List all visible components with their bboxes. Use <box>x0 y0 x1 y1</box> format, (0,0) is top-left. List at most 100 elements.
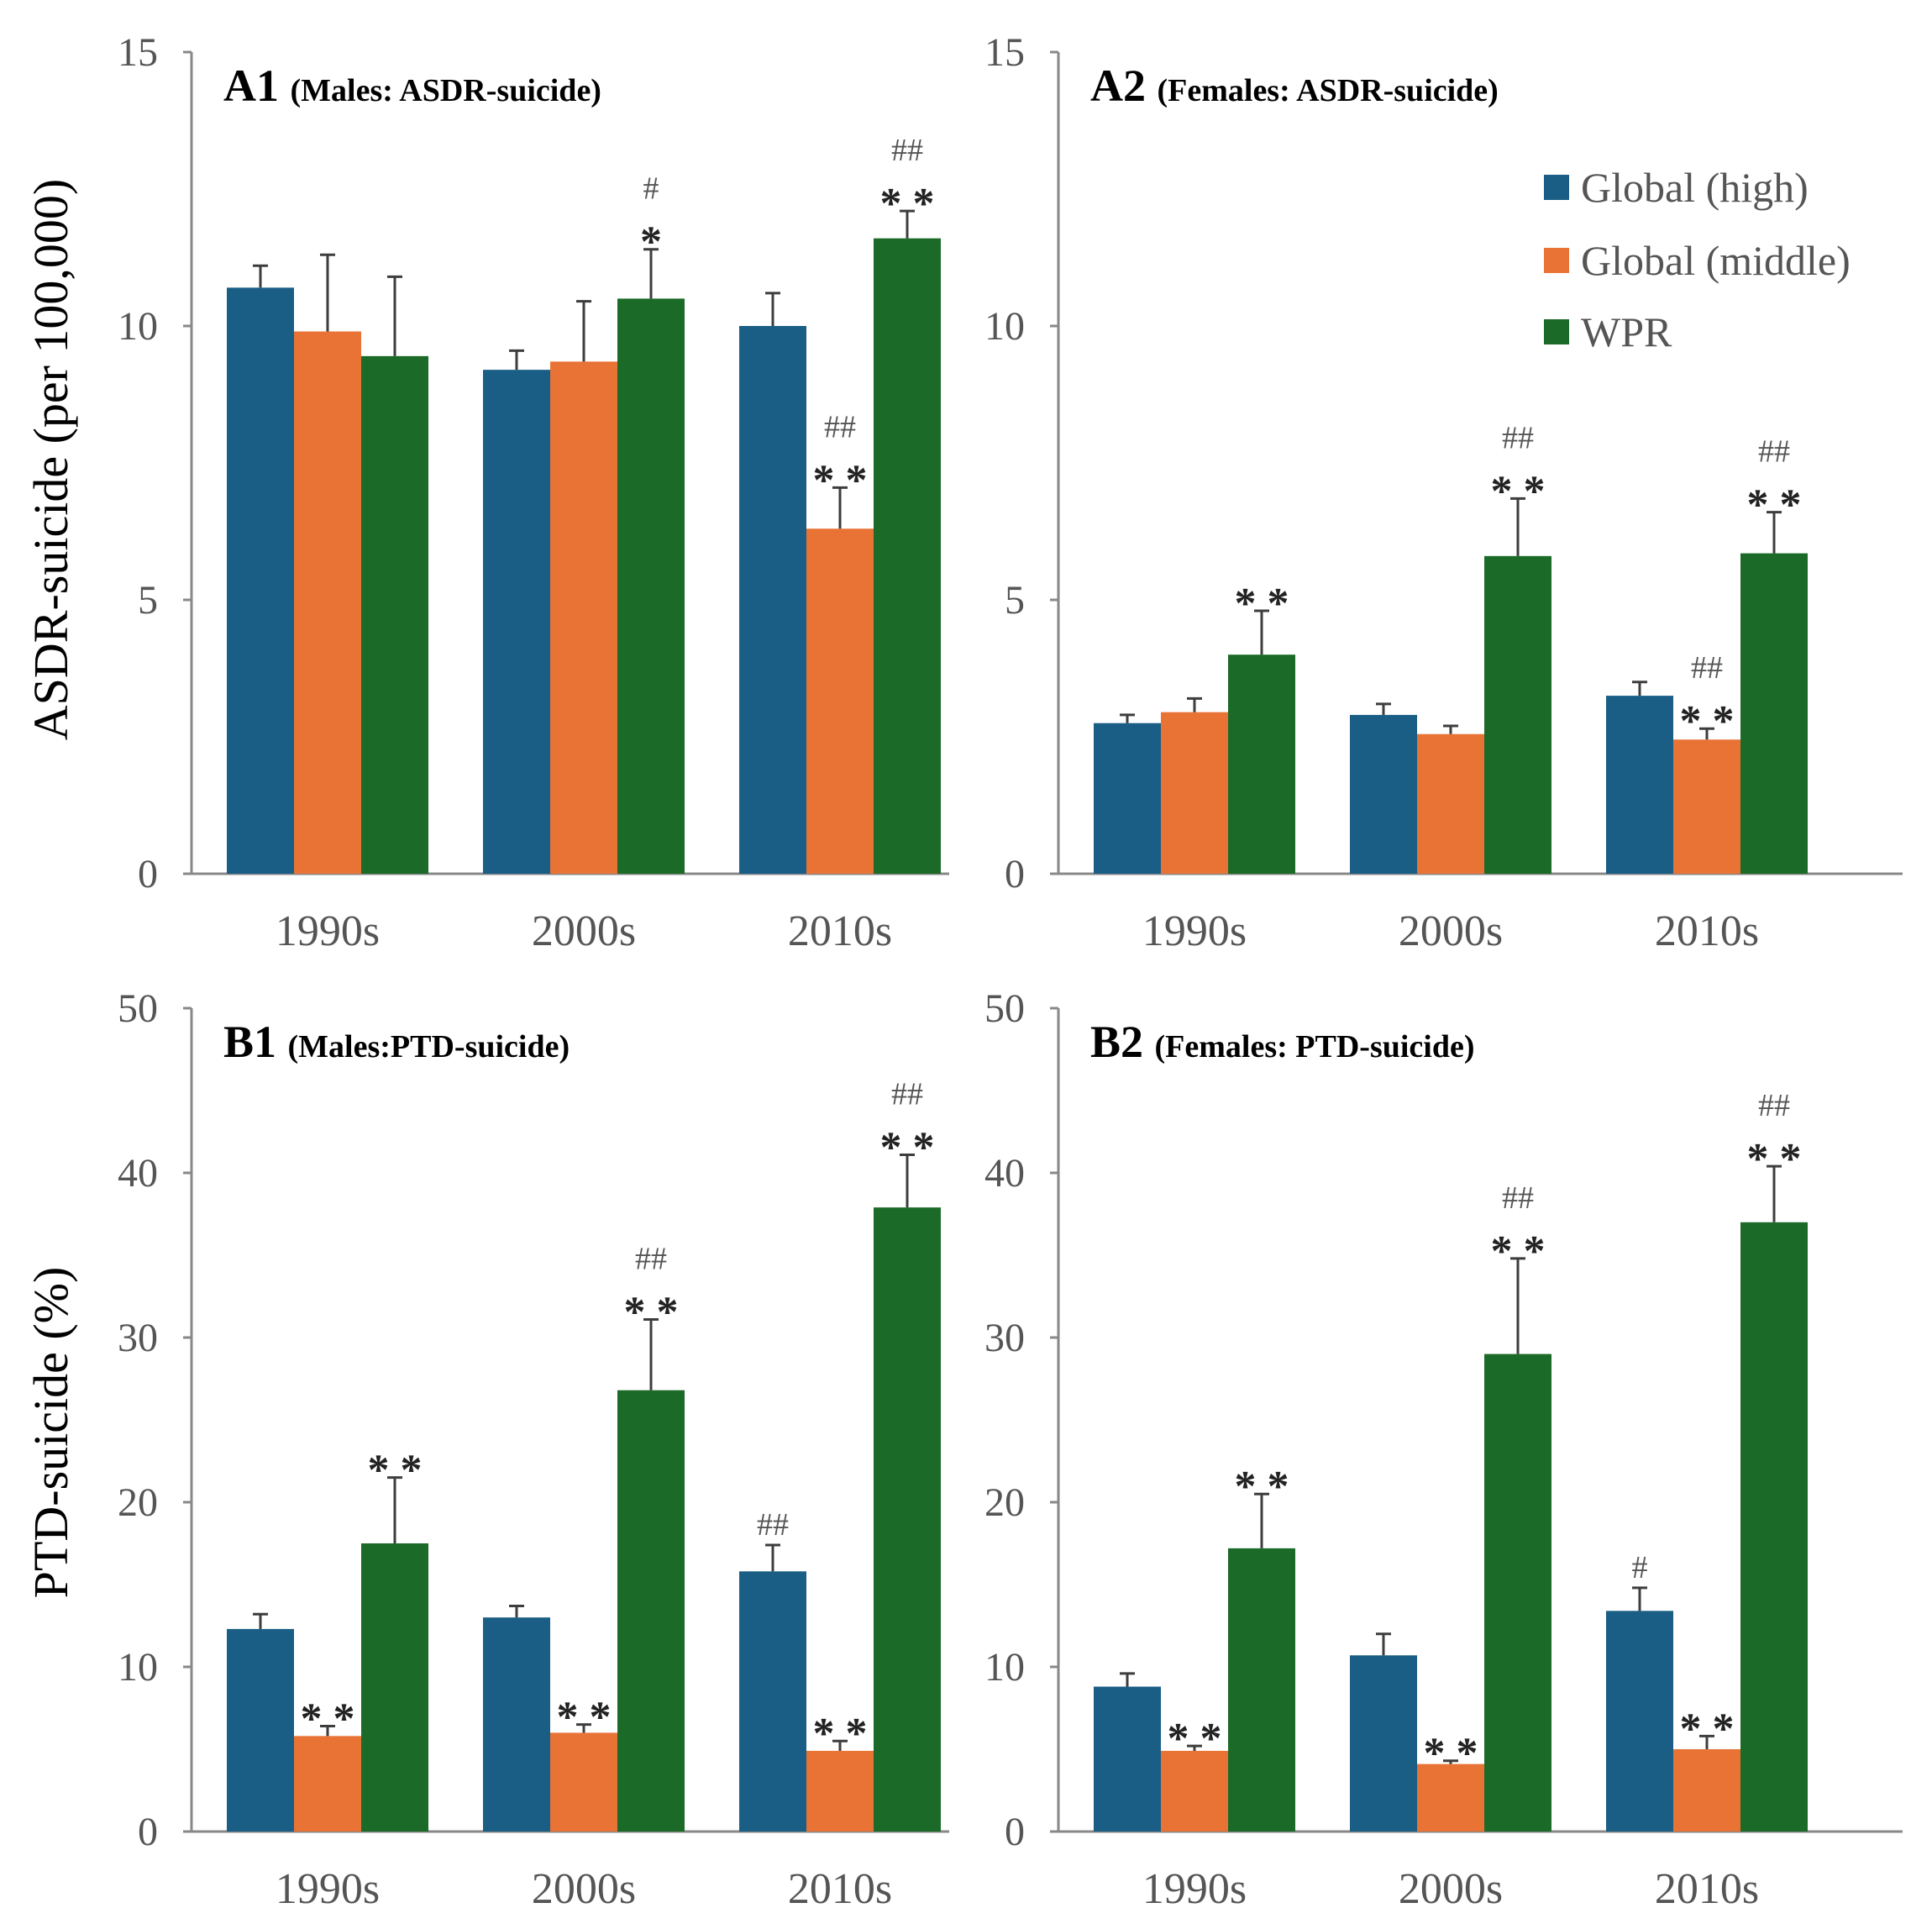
bar-wpr-1990s <box>361 355 428 874</box>
panel-b1: 0 10 20 30 40 50 B1 (Males:PTD-suicide) 1990s * … <box>118 986 949 1913</box>
legend-swatch-wpr <box>1544 319 1569 344</box>
category-label-1990s: 1990s <box>1142 907 1247 955</box>
y-tick-label: 0 <box>1005 852 1025 896</box>
y-tick-label: 50 <box>984 986 1025 1031</box>
hash-mark: ## <box>1502 1180 1534 1216</box>
bar-global-middle-2000s <box>550 1732 617 1832</box>
bar-wpr-1990s <box>361 1543 428 1832</box>
bar-global-high-2010s <box>739 326 806 874</box>
significance-mark: * * <box>813 1710 868 1758</box>
legend-item-global-high: Global (high) <box>1544 164 1809 211</box>
bar-global-high-2010s <box>1606 1611 1673 1832</box>
significance-mark: * * <box>1235 580 1289 628</box>
panel-subtitle: (Females: PTD-suicide) <box>1155 1029 1475 1064</box>
panel-title-a2: A2 (Females: ASDR-suicide) <box>1090 60 1499 111</box>
panel-label: B2 <box>1090 1017 1155 1067</box>
legend-label-global-high: Global (high) <box>1581 164 1809 211</box>
legend-swatch-global-high <box>1544 175 1569 200</box>
bar-wpr-2010s <box>874 238 941 874</box>
y-tick-label: 15 <box>984 30 1025 75</box>
significance-mark: * * <box>880 1123 935 1171</box>
panel-title-a1: A1 (Males: ASDR-suicide) <box>223 60 601 111</box>
category-label-2010s: 2010s <box>1655 1865 1759 1913</box>
significance-mark: * * <box>301 1695 355 1743</box>
panel-title-b2: B2 (Females: PTD-suicide) <box>1090 1017 1475 1067</box>
category-label-1990s: 1990s <box>1142 1865 1247 1913</box>
significance-mark: * * <box>557 1694 612 1742</box>
legend-label-global-middle: Global (middle) <box>1581 237 1851 284</box>
hash-mark: ## <box>757 1507 789 1543</box>
panel-label: B1 <box>223 1017 288 1067</box>
y-tick-label: 40 <box>984 1151 1025 1196</box>
significance-mark: * * <box>1680 1705 1735 1753</box>
bar-wpr-2000s <box>617 1390 685 1832</box>
bar-global-middle-2000s <box>550 361 617 874</box>
y-tick-label: 5 <box>138 578 158 623</box>
bar-global-middle-1990s <box>1161 1750 1228 1832</box>
legend-item-global-middle: Global (middle) <box>1544 237 1851 284</box>
bar-wpr-1990s <box>1228 1548 1295 1832</box>
y-tick-label: 30 <box>118 1316 158 1360</box>
bar-global-high-2000s <box>1350 1655 1417 1832</box>
category-label-2000s: 2000s <box>532 1865 636 1913</box>
bar-global-high-1990s <box>227 287 294 874</box>
legend-label-wpr: WPR <box>1581 308 1672 355</box>
category-label-2000s: 2000s <box>1399 907 1503 955</box>
significance-mark: * * <box>1747 1135 1802 1183</box>
y-axis-title-asdr: ASDR-suicide (per 100,000) <box>24 179 78 741</box>
bar-wpr-2000s <box>1484 555 1551 874</box>
y-tick-label: 20 <box>118 1480 158 1525</box>
bar-wpr-2000s <box>1484 1353 1551 1832</box>
bar-global-high-2010s <box>1606 696 1673 874</box>
bar-global-high-2000s <box>1350 714 1417 874</box>
y-tick-label: 5 <box>1005 578 1025 623</box>
bar-wpr-2010s <box>1740 553 1808 874</box>
hash-mark: ## <box>1758 434 1790 470</box>
hash-mark: ## <box>891 1076 923 1112</box>
significance-mark: * * <box>1680 697 1735 745</box>
bar-wpr-2010s <box>1740 1222 1808 1832</box>
significance-mark: * <box>640 218 662 266</box>
bar-wpr-2010s <box>874 1207 941 1832</box>
y-tick-label: 50 <box>118 986 158 1031</box>
bar-global-high-2010s <box>739 1571 806 1832</box>
y-tick-label: 10 <box>118 1645 158 1690</box>
bar-global-high-1990s <box>227 1628 294 1832</box>
significance-mark: * * <box>1491 1227 1546 1275</box>
significance-mark: * * <box>1424 1730 1478 1778</box>
y-tick-label: 10 <box>984 304 1025 349</box>
category-label-2000s: 2000s <box>1399 1865 1503 1913</box>
panel-a1: 0 5 10 15 A1 (Males: ASDR-suicide) 1990s 2000s… <box>118 30 949 955</box>
significance-mark: * * <box>1168 1715 1222 1763</box>
significance-mark: * * <box>1235 1463 1289 1511</box>
hash-mark: ## <box>635 1241 667 1276</box>
bar-global-middle-2010s <box>1673 1749 1740 1832</box>
panel-a2: 0 5 10 15 A2 (Females: ASDR-suicide) 1990s * *… <box>984 30 1903 955</box>
panel-subtitle: (Females: ASDR-suicide) <box>1158 73 1499 108</box>
legend-item-wpr: WPR <box>1544 308 1672 355</box>
bar-global-high-2000s <box>483 370 550 874</box>
y-tick-label: 0 <box>138 852 158 896</box>
y-tick-label: 20 <box>984 1480 1025 1525</box>
panel-title-b1: B1 (Males:PTD-suicide) <box>223 1017 570 1067</box>
category-label-1990s: 1990s <box>276 1865 380 1913</box>
bar-global-high-1990s <box>1094 1686 1161 1832</box>
bar-global-middle-2000s <box>1417 1763 1484 1832</box>
bar-global-middle-2000s <box>1417 733 1484 874</box>
category-label-2010s: 2010s <box>788 907 892 955</box>
bar-wpr-2000s <box>617 298 685 874</box>
hash-mark: ## <box>1758 1088 1790 1123</box>
bar-global-high-2000s <box>483 1617 550 1832</box>
category-label-2000s: 2000s <box>532 907 636 955</box>
significance-mark: * * <box>1747 481 1802 529</box>
hash-mark: # <box>1632 1550 1648 1585</box>
bar-global-high-1990s <box>1094 723 1161 874</box>
bar-wpr-1990s <box>1228 654 1295 874</box>
hash-mark: ## <box>1691 650 1723 686</box>
bar-global-middle-2010s <box>806 1750 874 1832</box>
hash-mark: ## <box>891 133 923 168</box>
bar-global-middle-1990s <box>294 1736 361 1832</box>
y-tick-label: 10 <box>118 304 158 349</box>
y-tick-label: 10 <box>984 1645 1025 1690</box>
category-label-2010s: 2010s <box>788 1865 892 1913</box>
